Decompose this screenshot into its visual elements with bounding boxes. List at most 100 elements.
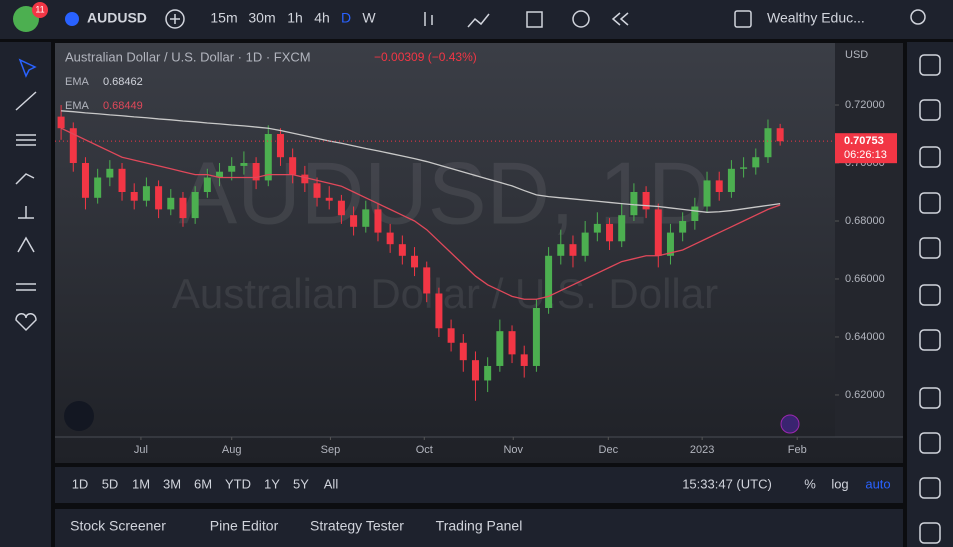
panel-tab[interactable]: Trading Panel	[436, 518, 523, 534]
candle-body	[301, 174, 309, 184]
timeframe[interactable]: W	[362, 10, 376, 26]
alert-icon[interactable]	[572, 10, 590, 28]
x-tick-label: Nov	[503, 444, 523, 456]
candle-body	[435, 293, 443, 329]
candle-body	[386, 232, 394, 245]
candle-body	[179, 197, 187, 219]
sidebar-icon[interactable]	[919, 237, 941, 259]
symbol[interactable]: AUDUSD	[87, 10, 147, 26]
chart-type-icon[interactable]	[424, 12, 433, 26]
timeframe[interactable]: D	[341, 10, 351, 26]
sidebar-icon[interactable]	[919, 284, 941, 306]
candle-body	[81, 163, 89, 198]
sidebar-icon[interactable]	[919, 192, 941, 214]
right-sidebar	[907, 42, 953, 547]
scale-option[interactable]: auto	[865, 476, 890, 491]
sidebar-icon[interactable]	[919, 99, 941, 121]
legend-value: 0.68449	[103, 100, 143, 112]
candle-body	[459, 342, 467, 361]
layout-name[interactable]: Wealthy Educ...	[767, 10, 865, 26]
range-button[interactable]: 6M	[194, 476, 212, 491]
clock: 15:33:47 (UTC)	[682, 476, 772, 491]
range-button[interactable]: YTD	[225, 476, 251, 491]
currency[interactable]: USD	[845, 49, 868, 61]
x-tick-label: Jul	[134, 444, 148, 456]
chart-panel	[55, 43, 903, 463]
candle-body	[252, 163, 260, 181]
range-button[interactable]: 1M	[132, 476, 150, 491]
candle-body	[203, 177, 211, 192]
add-symbol[interactable]	[165, 9, 185, 29]
search-icon[interactable]	[910, 9, 926, 25]
events-icon[interactable]	[780, 414, 800, 434]
layout-icon[interactable]	[526, 11, 543, 28]
candle-body	[471, 360, 479, 381]
candle-body	[776, 128, 784, 142]
candle-body	[666, 232, 674, 256]
panel-tab[interactable]: Stock Screener	[70, 518, 166, 534]
sidebar-icon[interactable]	[919, 387, 941, 409]
candle-body	[532, 307, 540, 366]
candle-body	[313, 183, 321, 198]
candle-body	[411, 255, 419, 268]
replay-icon[interactable]	[611, 12, 629, 26]
price-change: −0.00309 (−0.43%)	[374, 50, 477, 64]
candle-body	[118, 168, 126, 192]
sidebar-icon[interactable]	[919, 54, 941, 76]
candle-body	[57, 116, 65, 129]
sidebar-icon[interactable]	[919, 522, 941, 544]
indicators-icon[interactable]	[467, 13, 490, 28]
sidebar-icon[interactable]	[919, 432, 941, 454]
candle-body	[350, 215, 358, 227]
candle-body	[642, 192, 650, 210]
timeframe[interactable]: 15m	[210, 10, 237, 26]
candle-body	[374, 209, 382, 233]
candle-body	[764, 128, 772, 158]
range-button[interactable]: 3M	[163, 476, 181, 491]
sidebar-icon[interactable]	[919, 329, 941, 351]
candle-body	[398, 244, 406, 256]
candle-body	[691, 206, 699, 221]
range-button[interactable]: 5Y	[293, 476, 309, 491]
left-toolbar	[0, 42, 51, 547]
cursor-tool[interactable]	[18, 58, 37, 78]
candle-body	[703, 180, 711, 207]
candle-body	[167, 197, 175, 210]
sidebar-icon[interactable]	[919, 146, 941, 168]
watermark-description: Australian Dollar / U.S. Dollar	[172, 270, 718, 317]
y-tick-label: 0.64000	[845, 331, 885, 343]
range-button[interactable]: 5D	[102, 476, 119, 491]
badge	[32, 2, 48, 18]
y-tick-label: 0.66000	[845, 273, 885, 285]
x-tick-label: Feb	[788, 444, 807, 456]
candle-body	[618, 215, 626, 242]
badge-count: 11	[35, 4, 44, 14]
timeframe[interactable]: 4h	[314, 10, 330, 26]
x-tick-label: Aug	[222, 444, 242, 456]
drawing-tools[interactable]	[15, 91, 37, 332]
countdown: 06:26:13	[844, 149, 887, 161]
candle-body	[606, 223, 614, 242]
candle-body	[94, 177, 102, 198]
scale-option[interactable]: log	[831, 476, 848, 491]
timeframe[interactable]: 30m	[248, 10, 275, 26]
candle-body	[508, 331, 516, 355]
select-icon[interactable]	[734, 10, 752, 28]
tv-badge	[64, 401, 94, 431]
timeframe[interactable]: 1h	[287, 10, 303, 26]
candle-body	[228, 165, 236, 172]
sidebar-icon[interactable]	[919, 477, 941, 499]
scale-option[interactable]: %	[804, 476, 816, 491]
candle-body	[593, 223, 601, 233]
last-price-tag	[835, 133, 897, 164]
range-button[interactable]: 1D	[72, 476, 89, 491]
last-price-label: 0.70753	[844, 135, 884, 147]
range-button[interactable]: All	[324, 476, 339, 491]
legend-value: 0.68462	[103, 76, 143, 88]
range-button[interactable]: 1Y	[264, 476, 280, 491]
symbol-flag	[65, 12, 79, 26]
panel-tab[interactable]: Strategy Tester	[310, 518, 404, 534]
candle-body	[557, 244, 565, 256]
panel-tab[interactable]: Pine Editor	[210, 518, 279, 534]
candle-body	[325, 197, 333, 201]
